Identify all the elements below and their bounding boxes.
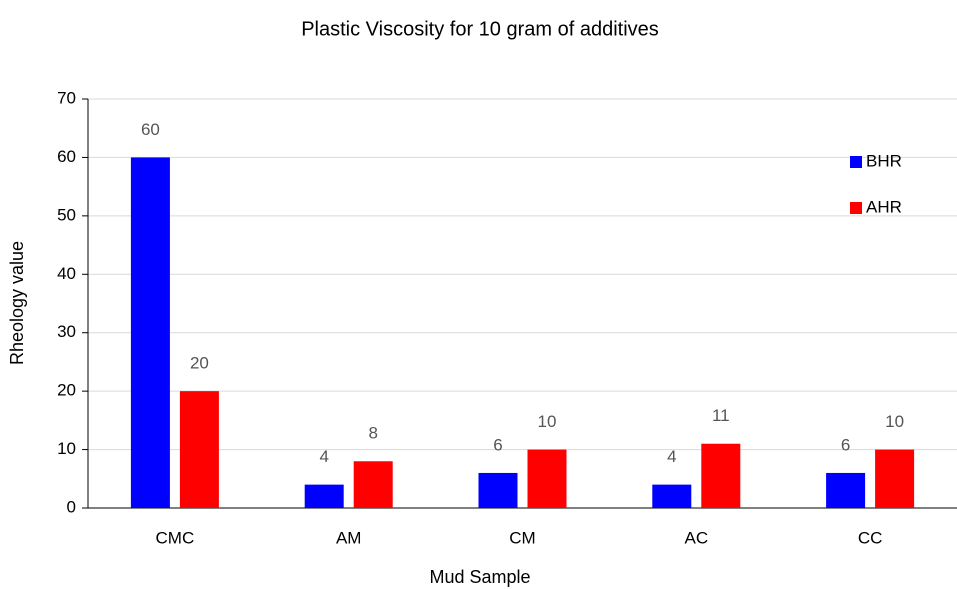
- x-tick-label: CMC: [156, 528, 195, 547]
- data-label: 4: [667, 447, 676, 466]
- bar: [130, 157, 170, 508]
- y-tick-label: 10: [57, 439, 76, 458]
- data-label: 20: [190, 354, 209, 373]
- y-tick-label: 60: [57, 147, 76, 166]
- data-label: 60: [141, 120, 160, 139]
- legend-label: AHR: [866, 197, 902, 216]
- x-tick-label: CM: [509, 528, 535, 547]
- data-label: 10: [538, 412, 557, 431]
- chart-title: Plastic Viscosity for 10 gram of additiv…: [301, 18, 659, 40]
- legend-label: BHR: [866, 151, 902, 170]
- bar: [527, 449, 567, 508]
- bar: [826, 472, 866, 508]
- x-axis-label: Mud Sample: [429, 567, 530, 587]
- y-tick-label: 40: [57, 264, 76, 283]
- y-tick-label: 70: [57, 88, 76, 107]
- x-tick-label: AM: [336, 528, 362, 547]
- data-label: 6: [493, 435, 502, 454]
- y-tick-label: 0: [67, 497, 76, 516]
- legend-swatch: [850, 202, 862, 214]
- bar: [304, 484, 344, 508]
- legend-swatch: [850, 156, 862, 168]
- bar: [179, 391, 219, 508]
- bar: [652, 484, 692, 508]
- y-tick-label: 30: [57, 322, 76, 341]
- data-label: 11: [712, 406, 730, 425]
- y-tick-label: 20: [57, 381, 76, 400]
- data-label: 10: [885, 412, 904, 431]
- bar: [701, 443, 741, 508]
- bar: [353, 461, 393, 508]
- x-tick-label: AC: [684, 528, 708, 547]
- bar: [875, 449, 915, 508]
- y-tick-label: 50: [57, 205, 76, 224]
- data-label: 8: [368, 424, 377, 443]
- data-label: 4: [319, 447, 328, 466]
- x-tick-label: CC: [858, 528, 883, 547]
- y-axis-label: Rheology value: [7, 241, 27, 365]
- data-label: 6: [841, 435, 850, 454]
- bar: [478, 472, 518, 508]
